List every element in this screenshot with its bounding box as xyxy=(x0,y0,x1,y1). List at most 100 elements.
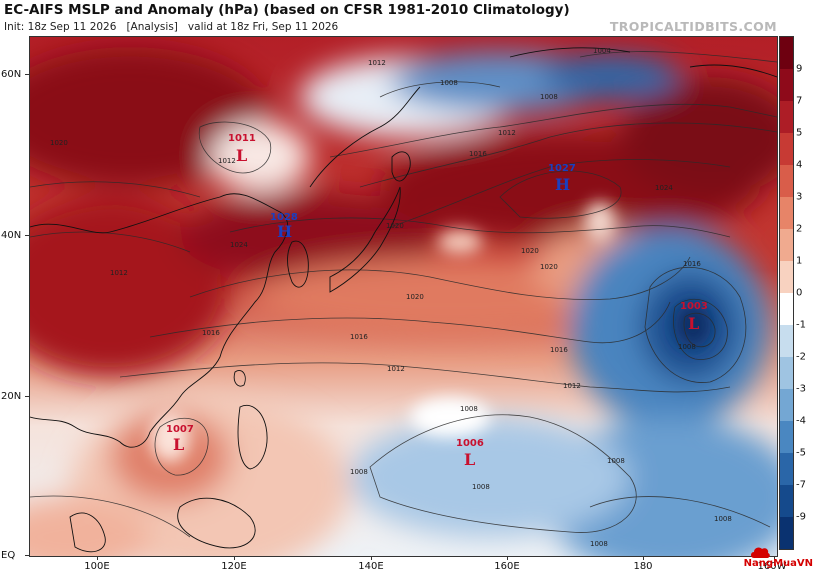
valid-time: valid at 18z Fri, Sep 11 2026 xyxy=(187,21,339,33)
colorbar-cell xyxy=(780,197,793,229)
isobar-label: 1008 xyxy=(714,515,732,523)
colorbar-cell xyxy=(780,69,793,101)
low-1006-letter: L xyxy=(464,450,475,469)
anomaly-shading xyxy=(30,47,777,556)
lat-label-40n: 40N xyxy=(1,230,22,241)
site-brand: TROPICALTIDBITS.COM xyxy=(609,19,777,34)
colorbar-cell xyxy=(780,421,793,453)
isobar-label: 1012 xyxy=(498,129,516,137)
high-1028: 1028 H xyxy=(270,212,298,241)
colorbar-label: -9 xyxy=(796,511,806,523)
anomaly-detail xyxy=(150,202,711,462)
lon-label-160e: 160E xyxy=(494,561,520,572)
isobar-label: 1016 xyxy=(683,260,701,268)
colorbar-label: 7 xyxy=(796,95,803,107)
watermark: NangMuaVN xyxy=(743,558,813,569)
colorbar-label: 5 xyxy=(796,127,803,139)
isobar-label: 1012 xyxy=(218,157,236,165)
colorbar-label: -4 xyxy=(796,415,806,427)
map-title: EC-AIFS MSLP and Anomaly (hPa) (based on… xyxy=(4,2,570,18)
colorbar-cell xyxy=(780,325,793,357)
high-1028-letter: H xyxy=(277,222,292,241)
colorbar-cell xyxy=(780,293,793,325)
lon-label-180: 180 xyxy=(633,561,653,572)
colorbar-cell xyxy=(780,165,793,197)
init-time: Init: 18z Sep 11 2026 xyxy=(4,21,117,33)
map-subtitle: Init: 18z Sep 11 2026 [Analysis] valid a… xyxy=(4,21,338,33)
colorbar-label: -3 xyxy=(796,383,806,395)
colorbar-cell xyxy=(780,133,793,165)
lon-tick xyxy=(643,556,644,560)
low-1011-pressure: 1011 xyxy=(228,133,256,144)
lon-tick xyxy=(507,556,508,560)
lon-tick xyxy=(774,556,775,560)
isobar-label: 1020 xyxy=(386,222,404,230)
lat-tick xyxy=(25,235,29,236)
low-1007-pressure: 1007 xyxy=(166,424,194,435)
isobar-label: 1008 xyxy=(540,93,558,101)
colorbar-label: 0 xyxy=(796,287,803,299)
isobar-label: 1004 xyxy=(593,47,611,55)
low-1007-letter: L xyxy=(173,435,184,454)
lat-tick xyxy=(25,396,29,397)
isobar-label: 1020 xyxy=(521,247,539,255)
low-1007: 1007 L xyxy=(166,424,194,454)
colorbar xyxy=(779,36,794,550)
isobar-labels: 1004 1012 1008 1008 1012 1016 1012 1024 … xyxy=(50,47,732,548)
isobar-label: 1008 xyxy=(472,483,490,491)
colorbar-label: -1 xyxy=(796,319,806,331)
colorbar-cell xyxy=(780,101,793,133)
low-1003-pressure: 1003 xyxy=(680,301,708,312)
isobar-label: 1016 xyxy=(202,329,220,337)
colorbar-label: 9 xyxy=(796,63,803,75)
colorbar-label: 1 xyxy=(796,255,803,267)
colorbar-cell xyxy=(780,485,793,517)
map-panel: 1011 L 1028 H 1027 H 1003 L 1007 L 1006 … xyxy=(29,36,778,557)
colorbar-cell xyxy=(780,261,793,293)
isobars xyxy=(30,51,777,538)
isobar-label: 1024 xyxy=(655,184,673,192)
anomaly-map: 1011 L 1028 H 1027 H 1003 L 1007 L 1006 … xyxy=(30,37,777,556)
colorbar-cell xyxy=(780,389,793,421)
lon-tick xyxy=(371,556,372,560)
isobar-label: 1016 xyxy=(550,346,568,354)
low-1011: 1011 L xyxy=(228,133,256,165)
colorbar-label: -5 xyxy=(796,447,806,459)
isobar-label: 1008 xyxy=(607,457,625,465)
low-1011-letter: L xyxy=(236,146,247,165)
isobar-label: 1016 xyxy=(469,150,487,158)
low-1006-pressure: 1006 xyxy=(456,438,484,449)
colorbar-cell xyxy=(780,517,793,549)
high-1027-letter: H xyxy=(555,175,570,194)
colorbar-label: 2 xyxy=(796,223,803,235)
isobar-label: 1020 xyxy=(50,139,68,147)
low-1003-letter: L xyxy=(688,314,699,333)
colorbar-cell xyxy=(780,229,793,261)
high-1028-pressure: 1028 xyxy=(270,212,298,223)
isobar-label: 1012 xyxy=(110,269,128,277)
isobar-label: 1012 xyxy=(368,59,386,67)
isobar-label: 1016 xyxy=(350,333,368,341)
lon-label-160w: 160W xyxy=(757,561,787,572)
isobar-label: 1008 xyxy=(678,343,696,351)
coastlines xyxy=(30,47,777,553)
isobar-label: 1008 xyxy=(590,540,608,548)
isobar-label: 1008 xyxy=(350,468,368,476)
analysis-tag: [Analysis] xyxy=(126,21,178,33)
isobar-label: 1020 xyxy=(540,263,558,271)
isobar-label: 1024 xyxy=(230,241,248,249)
lon-label-100e: 100E xyxy=(84,561,110,572)
isobar-label: 1008 xyxy=(460,405,478,413)
colorbar-label: -2 xyxy=(796,351,806,363)
lon-tick xyxy=(97,556,98,560)
low-1006: 1006 L xyxy=(456,438,484,469)
high-1027: 1027 H xyxy=(548,163,576,194)
lat-label-20n: 20N xyxy=(1,391,22,402)
colorbar-cell xyxy=(780,37,793,69)
colorbar-cell xyxy=(780,357,793,389)
cloud-icon xyxy=(751,547,770,558)
isobar-label: 1020 xyxy=(406,293,424,301)
colorbar-label: 4 xyxy=(796,159,803,171)
isobar-label: 1012 xyxy=(563,382,581,390)
lat-label-60n: 60N xyxy=(1,69,22,80)
